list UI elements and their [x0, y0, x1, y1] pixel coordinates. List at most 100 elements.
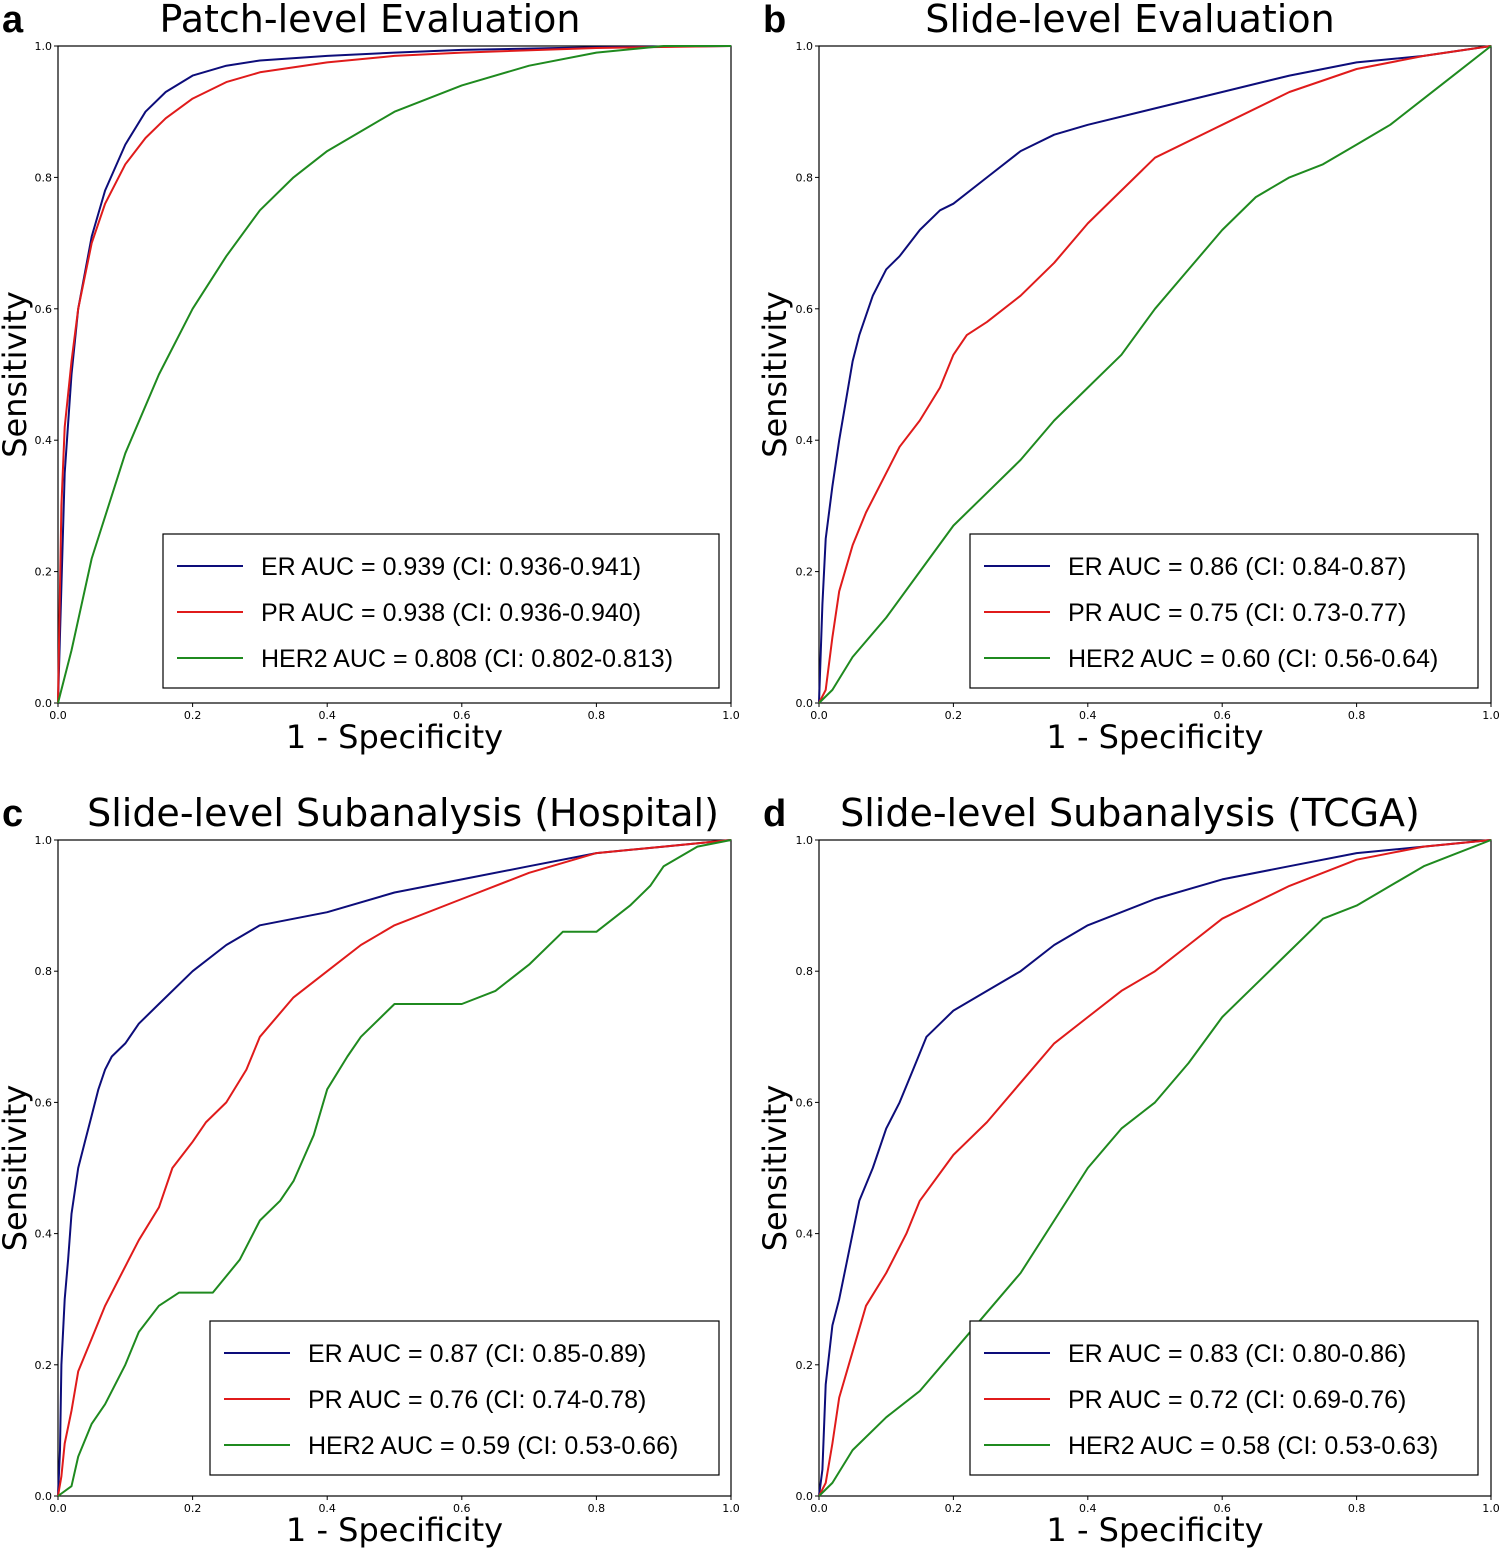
- legend-box: [969, 1320, 1479, 1476]
- x-tick-label: 0.8: [1348, 709, 1366, 722]
- y-tick-label: 0.4: [35, 1228, 53, 1241]
- x-tick-label: 0.6: [453, 709, 471, 722]
- panel-c: c Slide-level Subanalysis (Hospital)0.0 0.…: [0, 791, 740, 1549]
- plot-area: [57, 45, 732, 704]
- y-tick-label: 0.2: [796, 1359, 814, 1372]
- panel-letter: b: [763, 0, 786, 41]
- x-tick-label: 0.8: [588, 709, 606, 722]
- legend-box: [209, 1320, 720, 1476]
- x-tick-label: 0.0: [49, 1502, 67, 1515]
- y-tick-label: 0.0: [35, 1490, 53, 1503]
- y-tick-label: 0.2: [796, 566, 814, 579]
- y-tick-label: 1.0: [35, 834, 53, 847]
- series-line-her2: [818, 45, 1492, 704]
- series-line-her2: [57, 45, 731, 704]
- series-line-er: [57, 839, 732, 1497]
- panel-d: d Slide-level Subanalysis (TCGA) 0.0 0.2 0.4…: [756, 791, 1500, 1549]
- legend-entry-pr: PR AUC = 0.75 (CI: 0.73-0.77): [1068, 599, 1406, 627]
- x-tick-label: 0.0: [810, 1502, 828, 1515]
- legend-entry-pr: PR AUC = 0.72 (CI: 0.69-0.76): [1068, 1386, 1406, 1414]
- y-axis-label: Sensitivity: [756, 1085, 794, 1252]
- y-tick-label: 0.4: [796, 434, 814, 447]
- legend-entry-her2: HER2 AUC = 0.808 (CI: 0.802-0.813): [261, 645, 673, 673]
- y-tick-label: 0.6: [796, 1096, 814, 1109]
- series-line-er: [818, 839, 1492, 1497]
- y-tick-label: 1.0: [796, 40, 814, 53]
- panel-a: a Patch-level Evaluation 0.0 0.2 0.4 0.6 0.8 1.…: [0, 0, 740, 756]
- panel-letter: c: [2, 793, 23, 835]
- legend-entry-pr: PR AUC = 0.76 (CI: 0.74-0.78): [308, 1386, 646, 1414]
- chart-title: Slide-level Evaluation: [925, 0, 1334, 41]
- legend-box: [162, 533, 720, 689]
- legend-entry-her2: HER2 AUC = 0.58 (CI: 0.53-0.63): [1068, 1432, 1438, 1460]
- x-axis-label: 1 - Specificity: [1046, 718, 1263, 756]
- x-tick-label: 0.6: [453, 1502, 471, 1515]
- x-axis-label: 1 - Specificity: [1046, 1511, 1263, 1549]
- x-tick-label: 0.6: [1213, 709, 1231, 722]
- x-tick-label: 1.0: [722, 1502, 740, 1515]
- y-tick-label: 0.8: [35, 171, 53, 184]
- legend-entry-er: ER AUC = 0.86 (CI: 0.84-0.87): [1068, 553, 1406, 581]
- legend: ER AUC = 0.87 (CI: 0.85-0.89) PR AUC = 0.…: [209, 1320, 720, 1476]
- y-tick-label: 0.0: [796, 1490, 814, 1503]
- x-axis-label: 1 - Specificity: [286, 1511, 503, 1549]
- legend-entry-her2: HER2 AUC = 0.60 (CI: 0.56-0.64): [1068, 645, 1438, 673]
- y-tick-label: 1.0: [35, 40, 53, 53]
- x-tick-label: 0.0: [49, 709, 67, 722]
- series-line-pr: [818, 45, 1492, 704]
- y-tick-label: 0.8: [796, 965, 814, 978]
- plot-area: [818, 839, 1492, 1497]
- y-tick-label: 0.6: [35, 1096, 53, 1109]
- y-tick-label: 0.4: [35, 434, 53, 447]
- x-tick-label: 0.2: [184, 1502, 202, 1515]
- legend-entry-pr: PR AUC = 0.938 (CI: 0.936-0.940): [261, 599, 641, 627]
- legend-entry-er: ER AUC = 0.87 (CI: 0.85-0.89): [308, 1340, 646, 1368]
- x-tick-label: 0.6: [1213, 1502, 1231, 1515]
- series-line-pr: [57, 839, 732, 1497]
- series-line-her2: [818, 839, 1492, 1497]
- x-tick-label: 1.0: [722, 709, 740, 722]
- legend: ER AUC = 0.86 (CI: 0.84-0.87) PR AUC = 0.…: [969, 533, 1479, 689]
- legend: ER AUC = 0.83 (CI: 0.80-0.86) PR AUC = 0.…: [969, 1320, 1479, 1476]
- series-line-er: [818, 45, 1492, 704]
- x-tick-label: 0.2: [945, 1502, 963, 1515]
- x-tick-label: 1.0: [1482, 1502, 1500, 1515]
- legend-entry-er: ER AUC = 0.83 (CI: 0.80-0.86): [1068, 1340, 1406, 1368]
- x-axis-label: 1 - Specificity: [286, 718, 503, 756]
- plot-area: [818, 45, 1492, 704]
- y-axis-label: Sensitivity: [756, 291, 794, 458]
- panel-b: b Slide-level Evaluation 0.0 0.2 0.4 0.6 0.8 1.…: [756, 0, 1500, 756]
- y-axis-label: Sensitivity: [0, 291, 34, 458]
- y-tick-label: 0.6: [796, 303, 814, 316]
- series-line-pr: [818, 839, 1492, 1497]
- x-tick-label: 0.4: [318, 709, 336, 722]
- legend-entry-her2: HER2 AUC = 0.59 (CI: 0.53-0.66): [308, 1432, 678, 1460]
- y-tick-label: 0.0: [796, 697, 814, 710]
- y-axis-label: Sensitivity: [0, 1085, 34, 1252]
- panel-letter: a: [2, 0, 24, 41]
- y-tick-label: 0.6: [35, 303, 53, 316]
- chart-title: Slide-level Subanalysis (TCGA): [840, 791, 1420, 835]
- y-tick-label: 0.2: [35, 566, 53, 579]
- legend-box: [969, 533, 1479, 689]
- legend: ER AUC = 0.939 (CI: 0.936-0.941) PR AUC =…: [162, 533, 720, 689]
- y-tick-label: 0.8: [796, 171, 814, 184]
- y-tick-label: 0.8: [35, 965, 53, 978]
- series-line-pr: [57, 45, 732, 704]
- plot-area: [57, 839, 732, 1497]
- series-line-her2: [57, 839, 732, 1497]
- x-tick-label: 0.2: [184, 709, 202, 722]
- y-tick-label: 0.0: [35, 697, 53, 710]
- panel-letter: d: [763, 793, 786, 835]
- chart-title: Patch-level Evaluation: [159, 0, 580, 41]
- x-tick-label: 0.4: [1079, 709, 1097, 722]
- x-tick-label: 0.8: [1348, 1502, 1366, 1515]
- y-tick-label: 0.2: [35, 1359, 53, 1372]
- chart-title: Slide-level Subanalysis (Hospital): [87, 791, 719, 835]
- x-tick-label: 0.4: [1079, 1502, 1097, 1515]
- legend-entry-er: ER AUC = 0.939 (CI: 0.936-0.941): [261, 553, 641, 581]
- x-tick-label: 0.0: [810, 709, 828, 722]
- x-tick-label: 1.0: [1482, 709, 1500, 722]
- y-tick-label: 1.0: [796, 834, 814, 847]
